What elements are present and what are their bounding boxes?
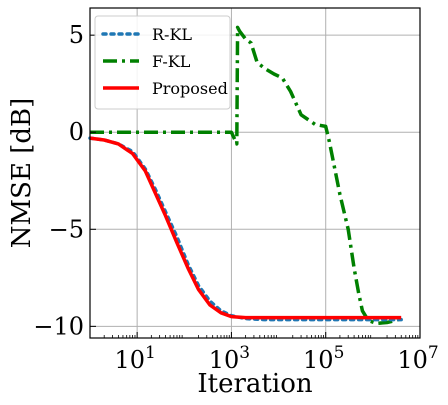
y-tick-label: 0 bbox=[69, 118, 84, 146]
series-line-proposed bbox=[89, 136, 402, 320]
x-axis-title: Iteration bbox=[197, 369, 312, 399]
legend-box bbox=[94, 15, 231, 110]
legend-label: R-KL bbox=[152, 25, 192, 44]
series-line-f-kl bbox=[90, 25, 402, 326]
y-tick-label: −10 bbox=[33, 312, 84, 340]
x-tick-label: 101 bbox=[114, 343, 155, 374]
x-tick-label: 103 bbox=[209, 343, 250, 374]
x-tick-label: 107 bbox=[397, 343, 438, 374]
y-tick-label: −5 bbox=[49, 215, 84, 243]
legend: R-KL F-KL Proposed bbox=[94, 15, 231, 110]
legend-label: Proposed bbox=[152, 79, 228, 98]
x-tick-label: 105 bbox=[303, 343, 344, 374]
y-tick-label: 5 bbox=[69, 21, 84, 49]
series-lines bbox=[88, 25, 403, 326]
y-axis-title: NMSE [dB] bbox=[7, 98, 37, 248]
legend-label: F-KL bbox=[152, 52, 191, 71]
plot-frame bbox=[89, 7, 421, 339]
axis-ticks: 101 103 105 107 5 0 −5 −10 bbox=[33, 21, 438, 374]
